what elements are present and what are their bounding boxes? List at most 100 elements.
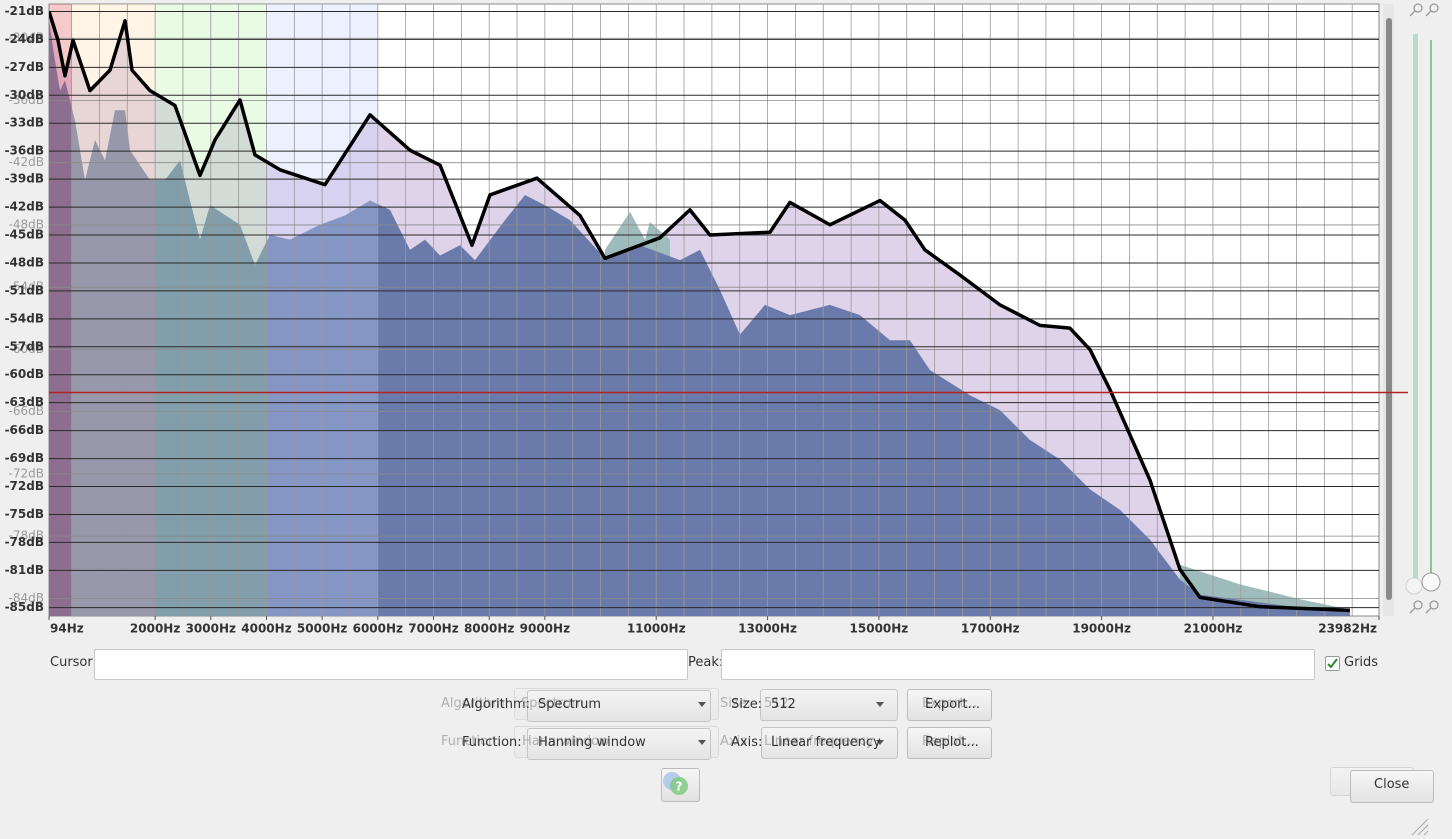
zoom-track-ghost: [1413, 34, 1418, 590]
peak-field[interactable]: [721, 649, 1315, 680]
x-tick-label: 13000Hz: [738, 622, 797, 636]
resize-grip[interactable]: [1408, 815, 1432, 837]
algorithm-label-ghost: Algorithm:: [441, 696, 510, 711]
plot-layers: [49, 4, 1379, 616]
grids-checkbox[interactable]: [1325, 656, 1340, 671]
dropdown-arrow: [698, 740, 706, 745]
y-tick-label: -72dB: [5, 479, 44, 493]
axis-value-ghost: Linear frequency: [764, 734, 874, 749]
dropdown-arrow: [876, 740, 884, 745]
replot-button[interactable]: [907, 727, 992, 759]
replot-label: Replot...: [925, 735, 979, 750]
size-label: Size:: [731, 697, 763, 712]
dropdown-arrow: [876, 702, 884, 707]
x-tick-label: 9000Hz: [520, 622, 570, 636]
x-tick-label: 21000Hz: [1184, 622, 1243, 636]
y-tick-label: -63dB: [5, 395, 44, 409]
axis-value: Linear frequency: [771, 735, 881, 750]
export-button[interactable]: [907, 689, 992, 721]
y-tick-label: -24dB: [5, 32, 44, 46]
y-tick-label-ghost: -48dB: [9, 217, 44, 231]
export-label-ghost: Export...: [922, 696, 977, 711]
y-tick-label: -81dB: [5, 563, 44, 577]
x-tick-label: 2000Hz: [130, 622, 180, 636]
y-tick-label: -45dB: [5, 228, 44, 242]
y-tick-label: -75dB: [5, 507, 44, 521]
cursor-label: Cursor:: [50, 655, 97, 670]
y-tick-label-ghost: -36dB: [9, 93, 44, 107]
x-tick-label: 3000Hz: [186, 622, 236, 636]
y-tick-label: -36dB: [5, 144, 44, 158]
size-dropdown[interactable]: [760, 689, 898, 721]
x-tick-label: 8000Hz: [464, 622, 514, 636]
y-tick-label-ghost: -60dB: [9, 342, 44, 356]
grids-label: Grids: [1344, 655, 1379, 670]
y-tick-label-ghost: -30dB: [9, 31, 44, 45]
x-tick-label: 4000Hz: [241, 622, 291, 636]
x-tick-label: 6000Hz: [353, 622, 403, 636]
y-tick-label-ghost: -72dB: [9, 466, 44, 480]
close-label: Close: [1374, 777, 1410, 792]
y-tick-label: -57dB: [5, 339, 44, 353]
y-tick-label: -69dB: [5, 451, 44, 465]
zoom-knob-ghost: [1405, 577, 1423, 595]
x-tick-label: 19000Hz: [1072, 622, 1131, 636]
y-tick-label: -60dB: [5, 367, 44, 381]
spectrum-plot: -30dB-36dB-42dB-48dB-54dB-60dB-66dB-72dB…: [5, 3, 1441, 636]
close-button[interactable]: [1350, 770, 1434, 803]
zoom-track[interactable]: [1430, 40, 1432, 576]
replot-label-ghost: Replot...: [922, 734, 976, 749]
y-tick-label: -21dB: [5, 4, 44, 18]
zoom-knob[interactable]: [1421, 572, 1441, 592]
zoom-icons[interactable]: [1409, 3, 1439, 614]
x-tick-label: 15000Hz: [850, 622, 909, 636]
x-tick-label: 11000Hz: [627, 622, 686, 636]
y-tick-label: -66dB: [5, 423, 44, 437]
frequency-band: [71, 4, 156, 616]
x-tick-label: 17000Hz: [961, 622, 1020, 636]
x-tick-label: 5000Hz: [297, 622, 347, 636]
y-tick-label-ghost: -54dB: [9, 280, 44, 294]
algorithm-dropdown[interactable]: [527, 690, 711, 722]
export-label: Export...: [925, 697, 980, 712]
y-tick-label-ghost: -66dB: [9, 404, 44, 418]
function-dropdown[interactable]: [527, 728, 711, 760]
y-tick-label: -27dB: [5, 60, 44, 74]
dropdown-arrow: [698, 702, 706, 707]
y-tick-label: -33dB: [5, 116, 44, 130]
y-tick-label: -85dB: [5, 600, 44, 614]
axis-label-ghost: Axis:: [720, 734, 752, 749]
y-tick-label-ghost: -84dB: [9, 591, 44, 605]
y-tick-label: -48dB: [5, 255, 44, 269]
cursor-field[interactable]: [94, 649, 688, 680]
y-tick-label: -30dB: [5, 88, 44, 102]
x-tick-label: 7000Hz: [408, 622, 458, 636]
y-tick-label: -39dB: [5, 172, 44, 186]
help-icon: ?: [663, 772, 688, 795]
x-tick-label: 23982Hz: [1318, 622, 1377, 636]
algorithm-value-ghost: Spectrum: [521, 696, 584, 711]
x-tick-label: 94Hz: [50, 622, 84, 636]
y-tick-label: -42dB: [5, 200, 44, 214]
y-tick-label: -54dB: [5, 311, 44, 325]
scrollbar-thumb[interactable]: [1386, 18, 1392, 600]
axis-dropdown[interactable]: [761, 727, 898, 759]
svg-text:?: ?: [676, 780, 683, 794]
y-tick-label: -51dB: [5, 283, 44, 297]
function-value-ghost: Hann window: [522, 734, 610, 749]
frequency-band: [49, 4, 72, 616]
peak-line: [49, 10, 1351, 613]
algorithm-label: Algorithm:: [462, 697, 531, 712]
axis-label: Axis:: [731, 735, 763, 750]
y-tick-label-ghost: -42dB: [9, 155, 44, 169]
function-label-ghost: Function:: [441, 734, 501, 749]
size-value: 512: [771, 697, 796, 712]
y-tick-label: -78dB: [5, 535, 44, 549]
algorithm-value: Spectrum: [538, 697, 601, 712]
function-label: Function:: [462, 735, 522, 750]
y-tick-label-ghost: -78dB: [9, 529, 44, 543]
size-label-ghost: Size:: [720, 696, 752, 711]
function-value: Hanning window: [538, 735, 646, 750]
size-value-ghost: 512: [764, 696, 789, 711]
